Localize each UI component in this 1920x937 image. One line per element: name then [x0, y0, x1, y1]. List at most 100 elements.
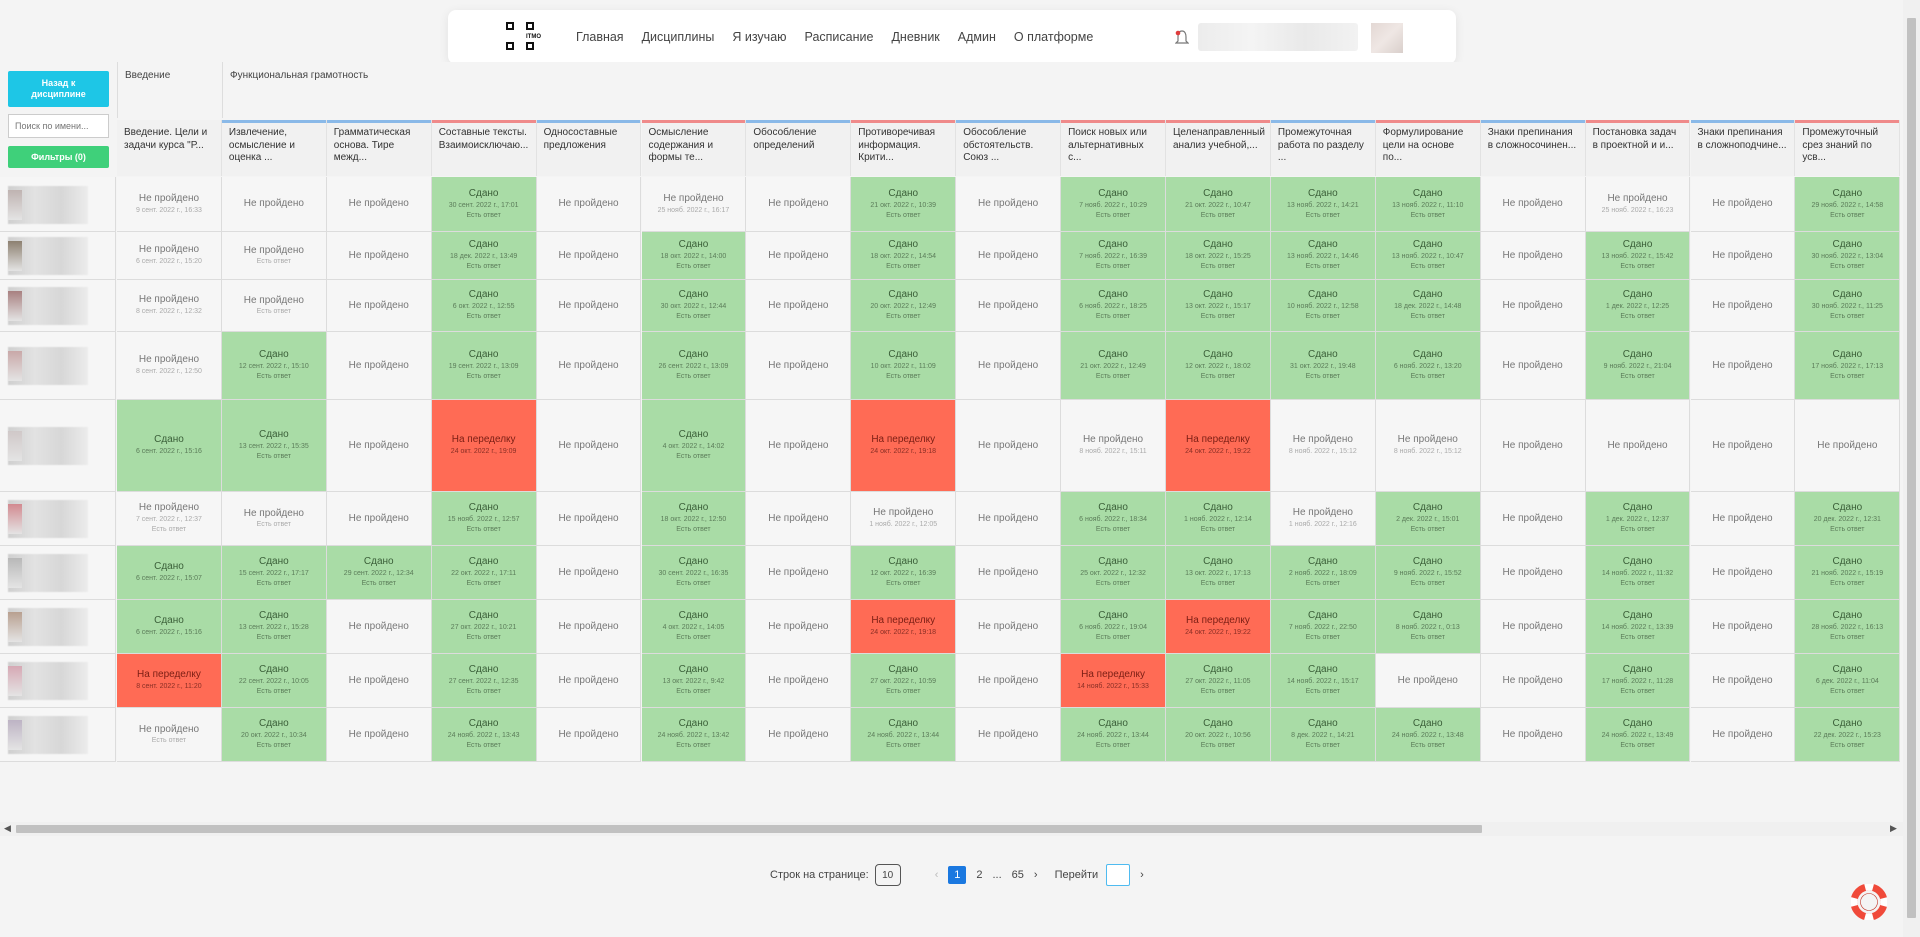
grade-cell[interactable]: Сдано 6 нояб. 2022 г., 19:04 Есть ответ [1061, 600, 1166, 654]
grade-cell[interactable]: Сдано 24 нояб. 2022 г., 13:43 Есть ответ [431, 708, 537, 762]
grade-cell[interactable]: Сдано 25 окт. 2022 г., 12:32 Есть ответ [1061, 546, 1166, 600]
grade-cell[interactable]: Сдано 10 нояб. 2022 г., 12:58 Есть ответ [1270, 280, 1376, 332]
grade-cell[interactable]: Сдано 30 нояб. 2022 г., 11:25 Есть ответ [1795, 280, 1901, 332]
grade-cell[interactable]: Сдано 31 окт. 2022 г., 19:48 Есть ответ [1270, 332, 1376, 400]
grade-cell[interactable]: Не пройдено 25 нояб. 2022 г., 16:17 [641, 177, 747, 232]
grade-cell[interactable]: Сдано 26 сент. 2022 г., 13:09 Есть ответ [641, 332, 747, 400]
grade-cell[interactable]: Не пройдено [956, 492, 1062, 546]
grade-cell[interactable]: Не пройдено [1795, 400, 1901, 492]
grade-cell[interactable]: Сдано 17 нояб. 2022 г., 17:13 Есть ответ [1795, 332, 1901, 400]
grade-cell[interactable]: Сдано 2 дек. 2022 г., 15:01 Есть ответ [1375, 492, 1481, 546]
name-search-input[interactable] [8, 114, 109, 138]
grade-cell[interactable]: Не пройдено [746, 708, 852, 762]
grade-cell[interactable]: Сдано 12 окт. 2022 г., 18:02 Есть ответ [1166, 332, 1271, 400]
vertical-scrollbar[interactable] [1903, 0, 1920, 937]
grade-cell[interactable]: Не пройдено [326, 708, 432, 762]
column-header[interactable]: Промежуточный срез знаний по усв... [1795, 120, 1901, 176]
prev-page-icon[interactable]: ‹ [934, 869, 939, 881]
itmo-logo[interactable]: ITMO [506, 22, 548, 52]
grade-cell[interactable]: Не пройдено [746, 177, 852, 232]
grade-cell[interactable]: Сдано 30 нояб. 2022 г., 13:04 Есть ответ [1795, 232, 1901, 280]
grade-cell[interactable]: Сдано 29 сент. 2022 г., 12:34 Есть ответ [326, 546, 432, 600]
grade-cell[interactable]: Сдано 6 нояб. 2022 г., 18:34 Есть ответ [1061, 492, 1166, 546]
grade-cell[interactable]: Не пройдено 25 нояб. 2022 г., 16:23 [1585, 177, 1691, 232]
grade-cell[interactable]: Сдано 18 окт. 2022 г., 14:54 Есть ответ [851, 232, 957, 280]
grade-cell[interactable]: Не пройдено [1480, 232, 1586, 280]
filters-button[interactable]: Фильтры (0) [8, 146, 109, 168]
grade-cell[interactable]: Сдано 6 нояб. 2022 г., 13:20 Есть ответ [1375, 332, 1481, 400]
grade-cell[interactable]: На переделку 8 сент. 2022 г., 11:20 [117, 654, 222, 708]
grade-cell[interactable]: Сдано 13 нояб. 2022 г., 11:10 Есть ответ [1375, 177, 1481, 232]
grade-cell[interactable]: Не пройдено [1690, 177, 1796, 232]
lifebuoy-help-icon[interactable] [1851, 884, 1887, 920]
grade-cell[interactable]: Не пройдено [1480, 654, 1586, 708]
grade-cell[interactable]: Не пройдено 9 сент. 2022 г., 16:33 [117, 177, 222, 232]
grade-cell[interactable]: Сдано 10 окт. 2022 г., 11:09 Есть ответ [851, 332, 957, 400]
grade-cell[interactable]: Сдано 29 нояб. 2022 г., 14:58 Есть ответ [1795, 177, 1901, 232]
column-header[interactable]: Формулирование цели на основе по... [1375, 120, 1481, 176]
page-2[interactable]: 2 [976, 869, 983, 881]
column-header[interactable]: Обособление обстоятельств. Союз ... [956, 120, 1062, 176]
grade-cell[interactable]: Сдано 12 сент. 2022 г., 15:10 Есть ответ [221, 332, 327, 400]
student-name[interactable] [0, 332, 116, 400]
column-header[interactable]: Постановка задач в проектной и и... [1585, 120, 1691, 176]
bell-icon[interactable] [1175, 30, 1189, 46]
grade-cell[interactable]: Сдано 12 окт. 2022 г., 16:39 Есть ответ [851, 546, 957, 600]
student-name[interactable] [0, 546, 116, 600]
grade-cell[interactable]: На переделку 24 окт. 2022 г., 19:18 [851, 600, 957, 654]
grade-cell[interactable]: Сдано 24 нояб. 2022 г., 13:49 Есть ответ [1585, 708, 1691, 762]
grade-cell[interactable]: Не пройдено [746, 492, 852, 546]
grade-cell[interactable]: Сдано 9 нояб. 2022 г., 15:52 Есть ответ [1375, 546, 1481, 600]
horizontal-scrollbar[interactable]: ◀ ▶ [0, 822, 1903, 836]
grade-cell[interactable]: Сдано 6 сент. 2022 г., 15:16 [117, 400, 222, 492]
grade-cell[interactable]: Сдано 17 нояб. 2022 г., 11:28 Есть ответ [1585, 654, 1691, 708]
grade-cell[interactable]: На переделку 14 нояб. 2022 г., 15:33 [1061, 654, 1166, 708]
grade-cell[interactable]: Не пройдено 1 нояб. 2022 г., 12:16 [1270, 492, 1376, 546]
nav-link-2[interactable]: Я изучаю [732, 30, 787, 44]
grade-cell[interactable]: Не пройдено [1690, 708, 1796, 762]
grade-cell[interactable]: Сдано 20 окт. 2022 г., 12:49 Есть ответ [851, 280, 957, 332]
grade-cell[interactable]: Сдано 14 нояб. 2022 г., 11:32 Есть ответ [1585, 546, 1691, 600]
column-header[interactable]: Знаки препинания в сложноподчине... [1690, 120, 1796, 176]
student-name[interactable] [0, 600, 116, 654]
grade-cell[interactable]: Сдано 27 окт. 2022 г., 11:05 Есть ответ [1166, 654, 1271, 708]
grade-cell[interactable]: Не пройдено [1690, 232, 1796, 280]
grade-cell[interactable]: Не пройдено [536, 654, 642, 708]
student-name[interactable] [0, 280, 116, 332]
avatar[interactable] [1371, 23, 1403, 53]
student-name[interactable] [0, 654, 116, 708]
grade-cell[interactable]: Не пройдено [956, 600, 1062, 654]
column-header[interactable]: Односоставные предложения [536, 120, 642, 176]
grade-cell[interactable]: Не пройдено [326, 177, 432, 232]
page-65[interactable]: 65 [1011, 869, 1024, 881]
nav-link-6[interactable]: О платформе [1013, 30, 1094, 44]
grade-cell[interactable]: На переделку 24 окт. 2022 г., 19:22 [1166, 400, 1271, 492]
nav-link-3[interactable]: Расписание [804, 30, 874, 44]
grade-cell[interactable]: Не пройдено [536, 400, 642, 492]
grade-cell[interactable]: Не пройдено [536, 232, 642, 280]
scroll-left-icon[interactable]: ◀ [4, 823, 11, 833]
grade-cell[interactable]: Не пройдено [536, 332, 642, 400]
student-name[interactable] [0, 177, 116, 232]
grade-cell[interactable]: Не пройдено 8 нояб. 2022 г., 15:12 [1270, 400, 1376, 492]
grade-cell[interactable]: Сдано 6 окт. 2022 г., 12:55 Есть ответ [431, 280, 537, 332]
nav-link-1[interactable]: Дисциплины [641, 30, 715, 44]
column-header[interactable]: Обособление определений [746, 120, 852, 176]
student-name[interactable] [0, 400, 116, 492]
student-name[interactable] [0, 232, 116, 280]
grade-cell[interactable]: Сдано 22 сент. 2022 г., 10:05 Есть ответ [221, 654, 327, 708]
grade-cell[interactable]: Не пройдено Есть ответ [117, 708, 222, 762]
next-page-icon[interactable]: › [1033, 869, 1038, 881]
grade-cell[interactable]: Не пройдено [746, 600, 852, 654]
grade-cell[interactable]: Не пройдено [1690, 492, 1796, 546]
grade-cell[interactable]: Не пройдено [326, 492, 432, 546]
grade-cell[interactable]: Не пройдено 8 нояб. 2022 г., 15:12 [1375, 400, 1481, 492]
grade-cell[interactable]: Сдано 24 нояб. 2022 г., 13:44 Есть ответ [851, 708, 957, 762]
grade-cell[interactable]: Сдано 20 окт. 2022 г., 10:56 Есть ответ [1166, 708, 1271, 762]
grade-cell[interactable]: Сдано 7 нояб. 2022 г., 22:50 Есть ответ [1270, 600, 1376, 654]
grade-cell[interactable]: Не пройдено 7 сент. 2022 г., 12:37 Есть от… [117, 492, 222, 546]
student-name[interactable] [0, 708, 116, 762]
grade-cell[interactable]: Сдано 18 окт. 2022 г., 15:25 Есть ответ [1166, 232, 1271, 280]
column-header[interactable]: Знаки препинания в сложносочинен... [1480, 120, 1586, 176]
grade-cell[interactable]: Не пройдено [1585, 400, 1691, 492]
